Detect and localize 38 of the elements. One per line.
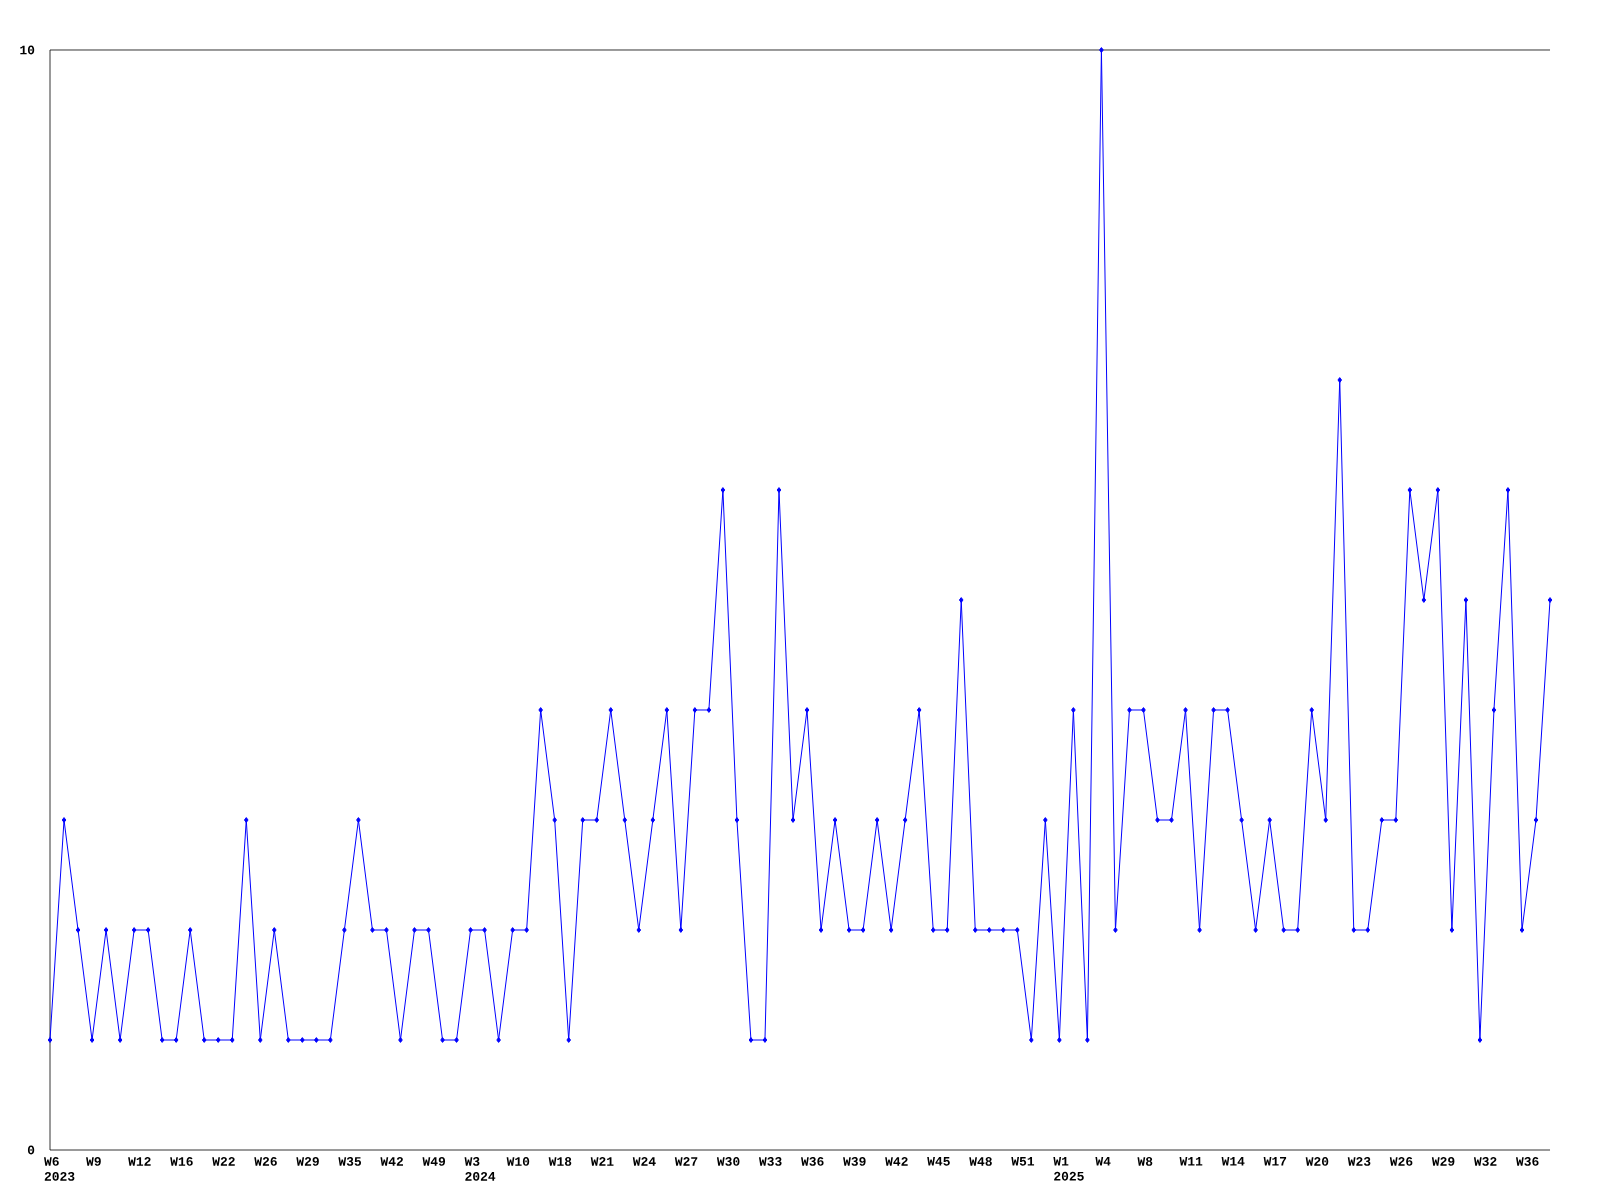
x-tick-label: W35 xyxy=(338,1157,362,1166)
x-tick-label: W26 xyxy=(1389,1157,1413,1166)
x-tick-label: W21 xyxy=(590,1157,614,1166)
x-tick-label: W39 xyxy=(843,1157,866,1166)
x-tick-label: W36 xyxy=(1515,1157,1539,1166)
x-tick-label: W33 xyxy=(758,1157,782,1166)
x-tick-label: W45 xyxy=(927,1157,950,1166)
x-tick-label: W9 xyxy=(86,1157,101,1166)
x-tick-label: W18 xyxy=(548,1157,572,1166)
x-tick-label: W27 xyxy=(674,1157,698,1166)
y-tick-label: 0 xyxy=(27,1145,35,1155)
x-tick-label: W36 xyxy=(801,1157,824,1166)
x-tick-label: W16 xyxy=(170,1157,193,1166)
x-tick-label: W24 xyxy=(632,1157,656,1166)
x-tick-label: W10 xyxy=(506,1157,530,1166)
x-tick-label: W12 xyxy=(128,1157,151,1166)
x-tick-label: W4 xyxy=(1095,1157,1111,1166)
x-tick-label: W3 2024 xyxy=(464,1157,496,1181)
x-tick-label: W23 xyxy=(1347,1157,1371,1166)
x-tick-label: W30 xyxy=(716,1157,740,1166)
x-tick-label: W29 xyxy=(1431,1157,1455,1166)
x-tick-label: W32 xyxy=(1473,1157,1497,1166)
x-tick-label: W51 xyxy=(1011,1157,1035,1166)
x-tick-label: W42 xyxy=(380,1157,403,1166)
x-tick-label: W17 xyxy=(1263,1157,1287,1166)
y-tick-label: 10 xyxy=(20,45,35,55)
x-tick-label: W48 xyxy=(969,1157,992,1166)
x-tick-label: W1 2025 xyxy=(1053,1157,1084,1181)
x-tick-label: W20 xyxy=(1305,1157,1329,1166)
x-tick-label: W8 xyxy=(1137,1157,1153,1166)
x-tick-label: W11 xyxy=(1179,1157,1203,1166)
x-tick-label: W22 xyxy=(212,1157,235,1166)
x-tick-label: W29 xyxy=(296,1157,319,1166)
x-tick-label: W49 xyxy=(422,1157,446,1166)
x-tick-label: W6 2023 xyxy=(44,1157,75,1181)
x-tick-label: W26 xyxy=(254,1157,277,1166)
x-tick-label: W14 xyxy=(1221,1157,1245,1166)
x-tick-label: W42 xyxy=(885,1157,908,1166)
